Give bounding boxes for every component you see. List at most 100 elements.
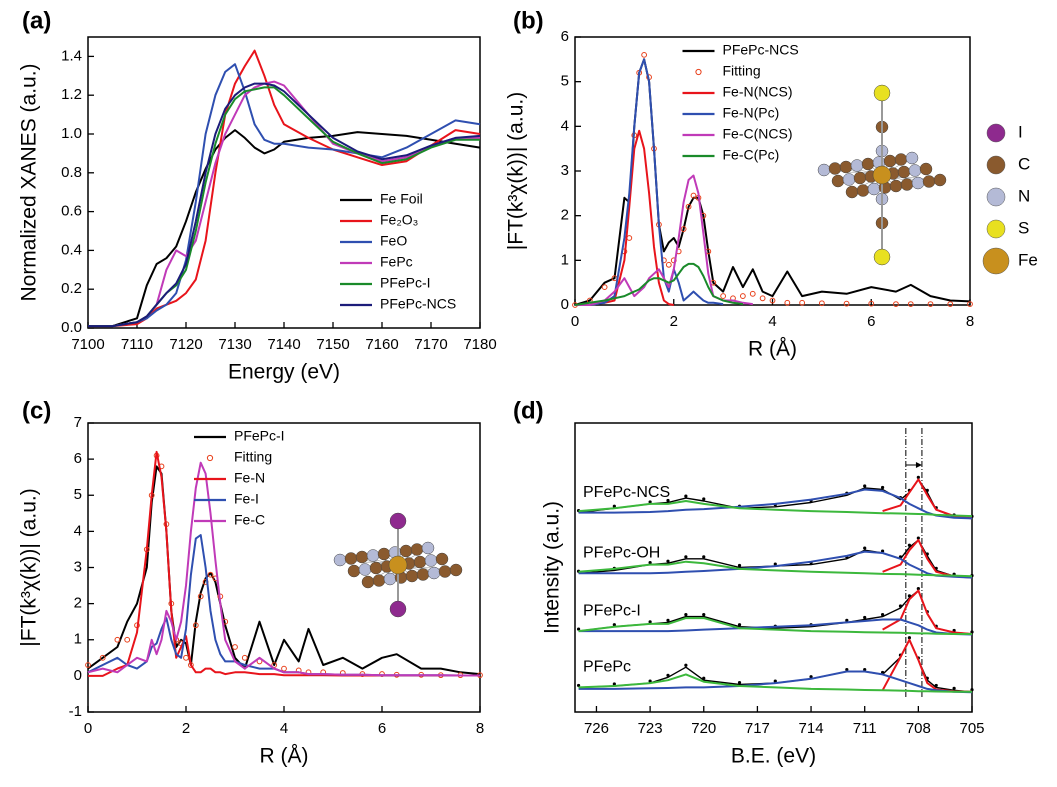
x-tick-label: 726 [584, 720, 609, 737]
fit-marker [124, 636, 131, 643]
series-line [88, 63, 481, 328]
series-line [88, 80, 480, 328]
molecule-atom [867, 182, 881, 196]
fit-marker [799, 299, 806, 306]
fit-marker [759, 295, 766, 302]
legend-label: PFePc-I [234, 428, 285, 444]
molecule-atom [399, 544, 413, 558]
fit-marker [85, 662, 91, 668]
x-tick-label: 8 [476, 720, 484, 737]
y-tick-label: 1.0 [61, 125, 82, 142]
data-dot [952, 686, 956, 690]
spectrum-label: PFePc-NCS [583, 484, 670, 501]
fit-marker [641, 51, 648, 58]
x-tick-label: 705 [959, 720, 984, 737]
data-dot [845, 618, 849, 623]
molecule-atom [449, 563, 463, 577]
data-dot [809, 675, 813, 679]
data-dot [737, 623, 742, 627]
series-group [572, 51, 973, 308]
molecule-atom [842, 173, 856, 186]
series-line [88, 129, 481, 328]
legend-label: Fe-C(Pc) [723, 147, 780, 163]
y-tick-label: 1 [74, 631, 82, 648]
molecule-atom [389, 600, 407, 618]
x-tick-label: 7180 [463, 336, 496, 353]
data-dot [702, 555, 706, 559]
series-line [88, 82, 481, 328]
x-tick-label: 7130 [218, 336, 251, 353]
atom-swatch [986, 123, 1006, 143]
x-tick-label: 4 [768, 313, 776, 330]
molecule-inset [333, 512, 463, 618]
molecule-atom [828, 162, 842, 175]
series-line [578, 618, 973, 636]
molecule-atom [405, 569, 419, 583]
molecule-atom [897, 165, 911, 179]
molecule-atom [438, 565, 452, 578]
data-dot [648, 679, 652, 683]
legend-label: PFePc-NCS [380, 296, 456, 312]
series-line [575, 58, 724, 306]
molecule-atom [873, 248, 891, 266]
y-axis-label: Normalized XANES (a.u.) [18, 63, 41, 301]
data-dot [684, 555, 688, 559]
data-dot [648, 500, 652, 504]
y-tick-label: 5 [561, 73, 569, 90]
molecule-atom [894, 153, 908, 166]
series-line [578, 670, 973, 694]
legend-label: Fe-C(NCS) [723, 126, 793, 142]
molecule-atom [416, 568, 430, 581]
x-axis-label: B.E. (eV) [731, 745, 816, 768]
legend-label: Fe-I [234, 491, 259, 507]
data-dot [702, 676, 706, 680]
x-tick-label: 714 [799, 720, 824, 737]
atom-swatch [986, 187, 1006, 207]
fit-marker [927, 301, 934, 308]
x-tick-label: 720 [691, 720, 716, 737]
x-tick-label: 0 [571, 313, 579, 330]
data-dot [702, 497, 706, 501]
y-tick-label: 5 [74, 486, 82, 503]
y-tick-label: 0.2 [61, 280, 82, 297]
y-tick-label: 0 [561, 296, 569, 313]
x-tick-label: 7160 [365, 336, 398, 353]
data-dot [880, 670, 885, 675]
legend-label: Fe-N(Pc) [723, 105, 780, 121]
data-dot [576, 683, 581, 688]
legend-label: PFePc-NCS [723, 42, 799, 58]
fit-marker [739, 293, 746, 299]
atom-label: Fe [1018, 250, 1038, 269]
fit-marker [665, 261, 672, 268]
fit-marker [893, 301, 899, 308]
x-tick-label: 711 [853, 720, 877, 737]
molecule-atom [911, 176, 925, 190]
y-tick-label: 3 [74, 558, 82, 575]
fit-marker [192, 622, 199, 629]
series-group [576, 475, 974, 694]
panel-label: (c) [22, 397, 51, 424]
x-tick-label: 7150 [316, 336, 349, 353]
series-line [578, 500, 973, 518]
data-dot [916, 536, 920, 540]
series-group [88, 49, 481, 328]
y-tick-label: 2 [561, 207, 569, 224]
data-dot [648, 561, 652, 565]
molecule-atom [358, 563, 372, 576]
fit-marker [720, 293, 727, 299]
data-dot [576, 627, 581, 631]
data-dot [925, 488, 929, 492]
data-dot [684, 613, 688, 617]
spectrum-label: PFePc-OH [583, 544, 660, 561]
series-line [87, 461, 480, 677]
fit-marker [690, 192, 697, 199]
series-line [578, 617, 972, 635]
fit-marker [967, 301, 973, 308]
data-dot [648, 620, 652, 624]
series-line [575, 129, 674, 306]
data-dot [666, 618, 670, 623]
legend-label: FePc [380, 254, 413, 270]
molecule-atom [369, 561, 383, 575]
y-axis-label: |FT(k³χ(k))| (a.u.) [18, 488, 41, 646]
x-tick-label: 6 [867, 313, 875, 330]
